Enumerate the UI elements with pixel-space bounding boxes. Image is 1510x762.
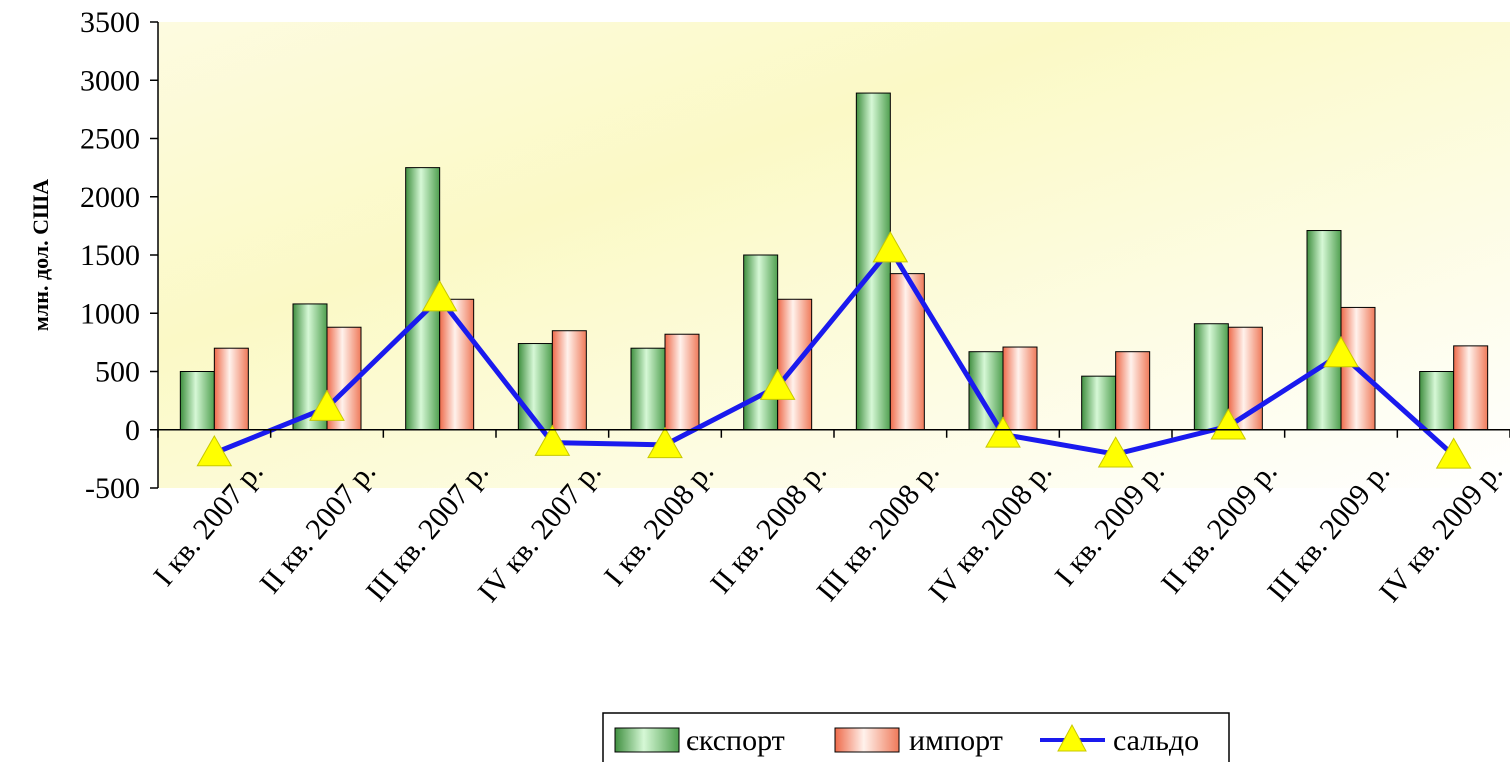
- bar-import: [551, 330, 587, 431]
- bar-import: [1115, 351, 1151, 431]
- saldo-point: [647, 426, 683, 459]
- saldo-line: [213, 246, 1456, 458]
- saldo-point: [1435, 437, 1472, 469]
- legend-frame: [602, 712, 1230, 762]
- y-axis-label: млн. дол. США: [28, 179, 53, 331]
- y-tick-label: 1000: [80, 297, 140, 330]
- legend-label-saldo: сальдо: [1113, 724, 1199, 757]
- bar-import: [1002, 346, 1038, 431]
- y-tick-label: 1500: [80, 239, 140, 272]
- y-tick-label: 3500: [80, 6, 140, 39]
- legend: єкспорт импорт сальдо: [602, 712, 1230, 762]
- bar-export: [630, 347, 666, 431]
- legend-swatch-saldo-marker: [1057, 723, 1087, 752]
- saldo-point: [872, 231, 909, 263]
- bar-import: [213, 347, 249, 431]
- bar-export: [1419, 371, 1455, 431]
- saldo-point: [1097, 436, 1134, 468]
- saldo-point: [534, 424, 571, 456]
- y-tick-label: 500: [95, 356, 140, 389]
- saldo-point: [196, 435, 233, 467]
- y-tick-label: 2000: [80, 181, 140, 214]
- saldo-point: [759, 368, 796, 400]
- bar-export: [1306, 230, 1342, 431]
- y-tick-label: 0: [125, 414, 140, 447]
- saldo-line-layer: [196, 231, 1472, 469]
- saldo-point: [985, 416, 1021, 448]
- saldo-point: [1323, 336, 1359, 368]
- y-tick-label: -500: [85, 472, 140, 505]
- saldo-point: [1210, 408, 1247, 440]
- legend-swatch-import: [834, 727, 900, 753]
- y-tick-label: 3000: [80, 64, 140, 97]
- legend-label-import: импорт: [909, 724, 1003, 757]
- y-tick-label: 2500: [80, 123, 140, 156]
- plot-background: [158, 22, 1510, 488]
- legend-label-export: єкспорт: [686, 724, 785, 757]
- legend-swatch-export: [614, 727, 680, 753]
- bar-export: [1193, 323, 1229, 431]
- bar-import: [664, 333, 700, 431]
- bar-import: [1453, 345, 1489, 431]
- saldo-point: [309, 389, 345, 421]
- bar-export: [179, 371, 215, 431]
- saldo-point: [421, 280, 458, 312]
- bar-export: [1081, 375, 1117, 431]
